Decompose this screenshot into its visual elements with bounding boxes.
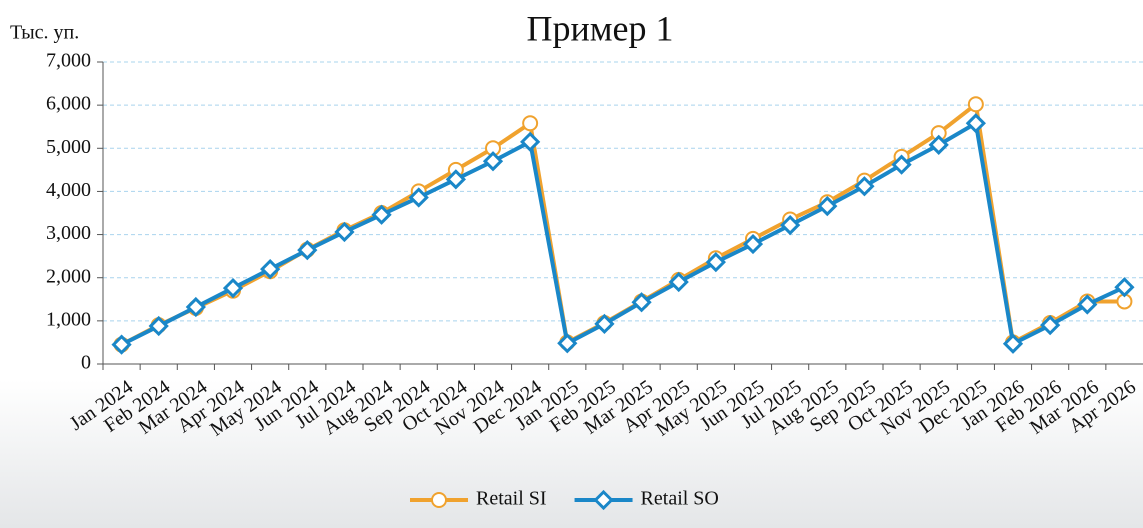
marker bbox=[557, 333, 578, 354]
marker bbox=[593, 489, 614, 511]
marker bbox=[334, 221, 355, 243]
chart-title: Пример 1 bbox=[526, 8, 673, 48]
marker bbox=[967, 96, 984, 113]
marker bbox=[408, 187, 429, 208]
marker bbox=[1114, 277, 1135, 298]
marker bbox=[111, 334, 132, 355]
marker bbox=[631, 292, 652, 313]
marker bbox=[780, 214, 801, 236]
y-tick-label: 5,000 bbox=[46, 136, 91, 158]
marker bbox=[928, 134, 949, 155]
y-tick-label: 2,000 bbox=[46, 265, 91, 287]
marker bbox=[1077, 294, 1098, 315]
marker bbox=[1002, 333, 1024, 354]
marker bbox=[148, 315, 169, 337]
y-tick-label: 7,000 bbox=[46, 50, 91, 72]
y-tick-label: 3,000 bbox=[46, 222, 91, 244]
marker bbox=[668, 271, 689, 293]
marker bbox=[1040, 315, 1061, 336]
marker bbox=[522, 115, 539, 132]
y-axis-label: Тыс. уп. bbox=[10, 22, 79, 44]
marker bbox=[222, 277, 244, 299]
y-tick-label: 4,000 bbox=[46, 179, 91, 201]
marker bbox=[260, 258, 281, 280]
marker bbox=[891, 154, 912, 175]
marker bbox=[594, 313, 615, 334]
marker bbox=[445, 169, 466, 190]
marker bbox=[431, 492, 447, 508]
y-tick-label: 0 bbox=[81, 352, 91, 374]
marker bbox=[965, 113, 986, 134]
y-tick-label: 6,000 bbox=[46, 93, 91, 115]
marker bbox=[185, 296, 206, 318]
marker bbox=[482, 151, 504, 172]
marker bbox=[520, 131, 541, 152]
marker bbox=[817, 195, 838, 217]
marker bbox=[371, 204, 392, 225]
legend-item: Retail SI bbox=[410, 488, 547, 510]
marker bbox=[297, 239, 318, 261]
legend-label: Retail SO bbox=[641, 488, 719, 510]
marker bbox=[854, 176, 875, 197]
marker bbox=[742, 233, 764, 255]
legend-label: Retail SI bbox=[476, 488, 547, 510]
background bbox=[0, 380, 1143, 528]
y-tick-label: 1,000 bbox=[46, 308, 91, 330]
marker bbox=[705, 252, 726, 273]
legend-item: Retail SO bbox=[574, 488, 719, 511]
series-line bbox=[120, 102, 1125, 347]
series-line bbox=[120, 121, 1126, 347]
